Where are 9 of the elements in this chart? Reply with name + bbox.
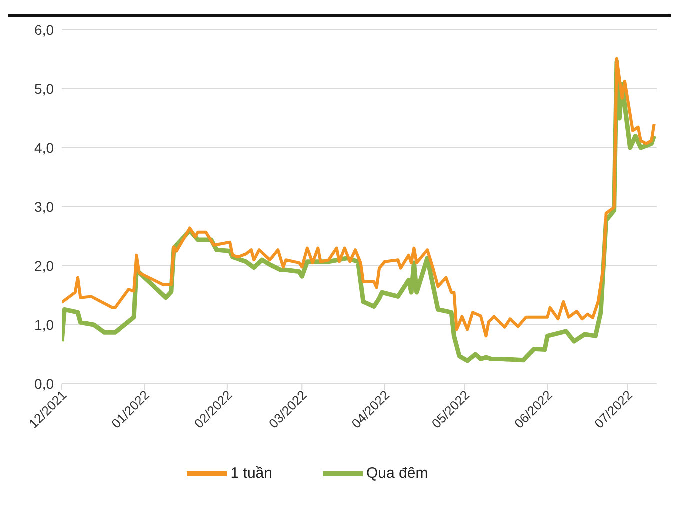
- y-tick-label: 2,0: [34, 258, 54, 274]
- y-tick-label: 0,0: [34, 376, 54, 392]
- y-tick-label: 4,0: [34, 140, 54, 156]
- y-tick-label: 1,0: [34, 316, 54, 333]
- y-tick-label: 3,0: [34, 198, 54, 215]
- y-tick-label: 6,0: [34, 22, 54, 38]
- legend-label: 1 tuần: [230, 464, 272, 482]
- legend-label: Qua đêm: [366, 464, 428, 482]
- y-tick-label: 5,0: [34, 80, 54, 97]
